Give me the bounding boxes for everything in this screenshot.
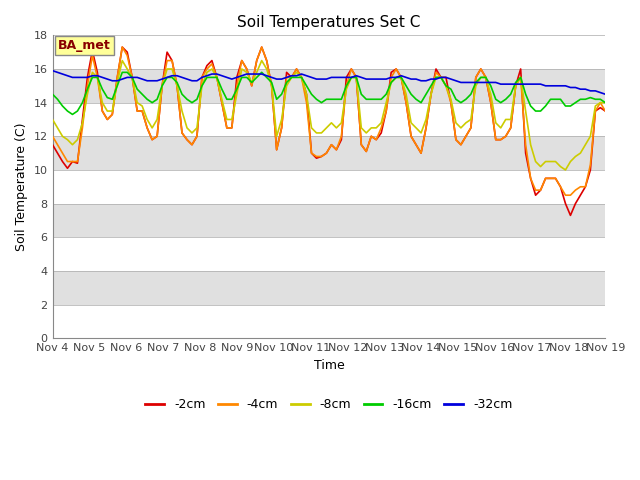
Legend: -2cm, -4cm, -8cm, -16cm, -32cm: -2cm, -4cm, -8cm, -16cm, -32cm	[140, 393, 518, 416]
Bar	[52, 204, 605, 237]
Bar	[52, 69, 605, 103]
Bar	[52, 136, 605, 170]
Text: BA_met: BA_met	[58, 39, 111, 52]
X-axis label: Time: Time	[314, 359, 344, 372]
Bar	[52, 271, 605, 305]
Title: Soil Temperatures Set C: Soil Temperatures Set C	[237, 15, 420, 30]
Y-axis label: Soil Temperature (C): Soil Temperature (C)	[15, 122, 28, 251]
